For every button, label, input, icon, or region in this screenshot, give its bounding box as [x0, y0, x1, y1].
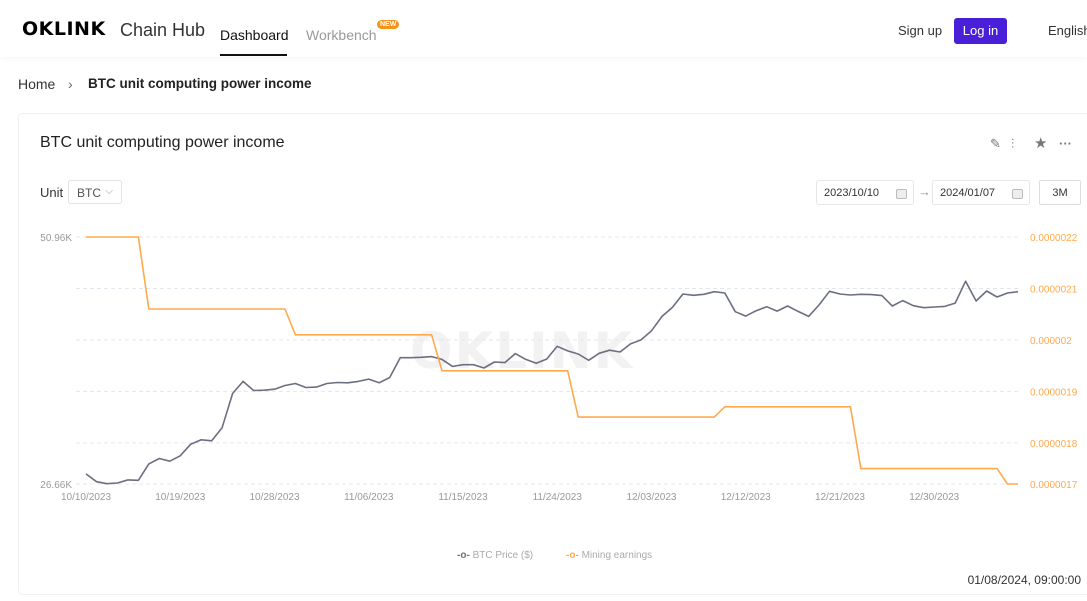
new-badge: NEW: [377, 20, 400, 29]
star-icon[interactable]: ★: [1034, 135, 1048, 152]
start-date-value: 2023/10/10: [824, 187, 880, 199]
legend-marker-icon: -o-: [457, 550, 470, 561]
card-title: BTC unit computing power income: [40, 134, 285, 151]
x-axis-tick-label: 11/06/2023: [344, 492, 394, 503]
legend-mining-earnings[interactable]: -o- Mining earnings: [566, 550, 652, 561]
btc-price-line: [85, 280, 1019, 485]
more-icon[interactable]: ···: [1059, 136, 1072, 151]
language-selector[interactable]: English: [1048, 23, 1087, 38]
active-tab-indicator: [220, 54, 287, 56]
split-icon[interactable]: ⫶: [1011, 136, 1015, 151]
right-axis-tick-label: 0.0000022: [1030, 233, 1078, 244]
range-3m-button[interactable]: 3M: [1039, 180, 1081, 205]
sign-up-link[interactable]: Sign up: [898, 23, 943, 38]
end-date-input[interactable]: 2024/01/07: [932, 180, 1030, 205]
unit-select[interactable]: BTC ⌵: [68, 180, 122, 204]
calendar-icon: [896, 189, 907, 199]
unit-value: BTC: [77, 186, 101, 200]
x-axis-tick-label: 12/12/2023: [721, 492, 771, 503]
left-axis-tick-label: 26.66K: [40, 480, 72, 491]
x-axis-tick-label: 10/28/2023: [249, 492, 299, 503]
nav-workbench[interactable]: Workbench: [306, 27, 377, 43]
product-name[interactable]: Chain Hub: [120, 20, 206, 40]
x-axis-tick-label: 12/21/2023: [815, 492, 865, 503]
x-axis-tick-label: 11/15/2023: [438, 492, 488, 503]
right-axis-tick-label: 0.0000018: [1030, 439, 1078, 450]
legend-label: BTC Price ($): [472, 550, 534, 561]
right-axis-tick-label: 0.0000021: [1030, 284, 1078, 295]
unit-label: Unit: [40, 185, 64, 200]
chevron-down-icon: ⌵: [105, 186, 113, 197]
edit-icon[interactable]: ✎: [990, 136, 1001, 151]
x-axis-tick-label: 11/24/2023: [533, 492, 583, 503]
legend-label: Mining earnings: [581, 550, 653, 561]
x-axis-tick-label: 12/03/2023: [626, 492, 676, 503]
right-axis-tick-label: 0.000002: [1030, 336, 1072, 347]
breadcrumb-separator: ›: [68, 76, 73, 92]
legend-btc-price[interactable]: -o- BTC Price ($): [457, 550, 533, 561]
x-axis-tick-label: 10/10/2023: [61, 492, 111, 503]
update-timestamp: 01/08/2024, 09:00:00: [967, 573, 1081, 587]
chart-card: [18, 113, 1087, 595]
oklink-logo[interactable]: OKLINK: [22, 18, 106, 40]
breadcrumb-current: BTC unit computing power income: [88, 76, 312, 91]
end-date-value: 2024/01/07: [940, 187, 996, 199]
x-axis-tick-label: 12/30/2023: [909, 492, 959, 503]
left-axis-tick-label: 50.96K: [40, 233, 72, 244]
log-in-button[interactable]: Log in: [954, 18, 1007, 44]
mining-earnings-line: [86, 236, 1018, 485]
top-header: OKLINK Chain Hub Dashboard Workbench NEW…: [0, 0, 1087, 57]
x-axis-tick-label: 10/19/2023: [155, 492, 205, 503]
calendar-icon: [1012, 189, 1023, 199]
nav-dashboard[interactable]: Dashboard: [220, 27, 289, 43]
right-axis-tick-label: 0.0000017: [1030, 480, 1078, 491]
breadcrumb-home[interactable]: Home: [18, 76, 56, 92]
start-date-input[interactable]: 2023/10/10: [816, 180, 914, 205]
right-axis-tick-label: 0.0000019: [1030, 387, 1078, 398]
legend-marker-icon: -o-: [566, 550, 579, 561]
arrow-right-icon: →: [918, 184, 931, 199]
